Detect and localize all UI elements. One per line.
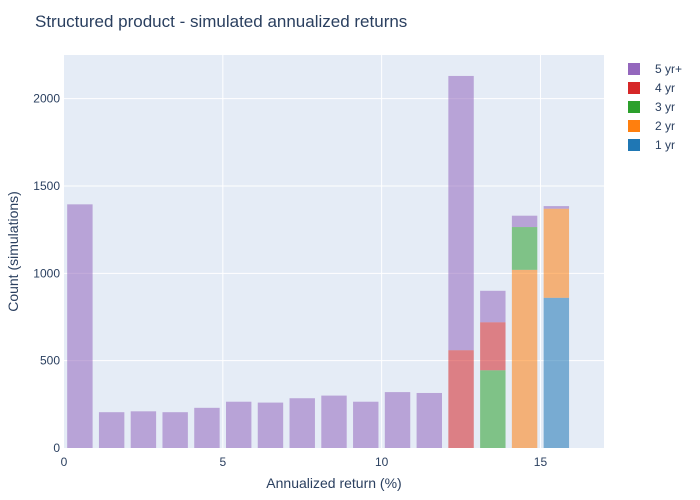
bar-segment [511,269,538,448]
bar-segment [480,322,506,371]
x-axis-title: Annualized return (%) [266,475,401,491]
legend-label: 2 yr [655,119,675,133]
y-tick-label: 0 [53,441,60,455]
bar-segment [543,208,570,298]
legend-swatch [628,82,640,94]
legend-item[interactable]: 4 yr [628,81,675,95]
bar-segment [67,204,93,448]
x-tick-label: 10 [375,455,389,469]
x-tick-label: 5 [219,455,226,469]
bar-segment [353,401,379,448]
y-tick-label: 1000 [33,266,60,280]
y-tick-label: 500 [40,354,60,368]
y-axis-title: Count (simulations) [5,191,21,312]
bar-segment [448,350,474,448]
legend-swatch [628,101,640,113]
bar-segment [194,407,220,448]
bar-segment [480,290,506,323]
x-tick-label: 0 [61,455,68,469]
legend-label: 1 yr [655,138,675,152]
bar-segment [384,392,411,448]
y-tick-label: 1500 [33,179,60,193]
axes: 0 5 10 15 0 500 1000 1500 2000 [33,92,547,469]
bar-segment [543,206,570,209]
bar-segment [543,297,570,448]
legend-swatch [628,139,640,151]
legend-label: 3 yr [655,100,675,114]
y-tick-label: 2000 [33,92,60,106]
bar-segment [416,392,442,448]
legend-label: 5 yr+ [655,62,682,76]
legend-item[interactable]: 1 yr [628,138,675,152]
legend-swatch [628,120,640,132]
bar-segment [130,411,157,448]
bar-segment [321,395,347,448]
gridlines [64,55,604,448]
bar-segment [511,215,538,228]
legend[interactable]: 5 yr+ 4 yr 3 yr 2 yr 1 yr [628,62,682,152]
bar-segment [289,398,315,448]
x-tick-label: 15 [534,455,548,469]
bar-segment [257,402,284,448]
bar-segment [480,370,506,448]
legend-label: 4 yr [655,81,675,95]
bars [67,75,570,448]
legend-item[interactable]: 3 yr [628,100,675,114]
legend-swatch [628,63,640,75]
bar-segment [226,401,252,448]
legend-item[interactable]: 2 yr [628,119,675,133]
bar-segment [448,75,474,351]
bar-segment [98,412,125,448]
legend-item[interactable]: 5 yr+ [628,62,682,76]
chart-title: Structured product - simulated annualize… [35,12,407,31]
bar-segment [162,412,188,448]
bar-segment [511,227,538,270]
